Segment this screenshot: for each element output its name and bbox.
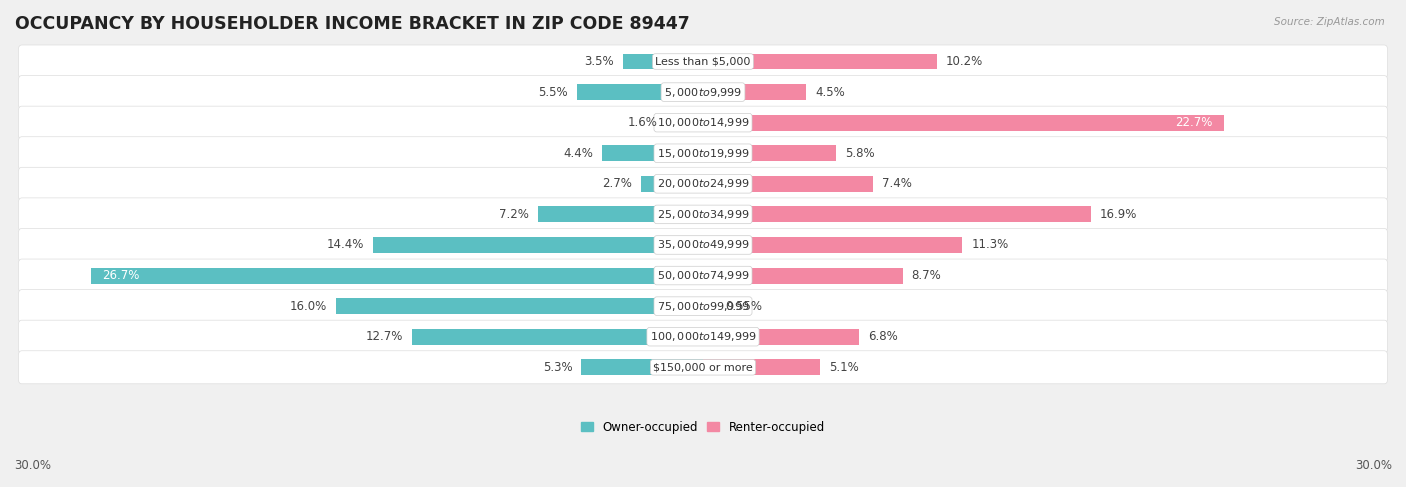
Text: 26.7%: 26.7% — [103, 269, 139, 282]
Bar — [576, 84, 703, 100]
FancyBboxPatch shape — [18, 137, 1388, 170]
Text: 30.0%: 30.0% — [1355, 459, 1392, 471]
FancyBboxPatch shape — [18, 290, 1388, 323]
Bar — [703, 267, 903, 283]
Text: 30.0%: 30.0% — [14, 459, 51, 471]
Text: 3.5%: 3.5% — [583, 55, 613, 68]
Text: 1.6%: 1.6% — [627, 116, 657, 129]
Legend: Owner-occupied, Renter-occupied: Owner-occupied, Renter-occupied — [576, 416, 830, 439]
Text: 4.5%: 4.5% — [815, 86, 845, 98]
FancyBboxPatch shape — [18, 106, 1388, 139]
Text: 8.7%: 8.7% — [911, 269, 942, 282]
Text: 16.0%: 16.0% — [290, 300, 326, 313]
FancyBboxPatch shape — [18, 168, 1388, 200]
Text: 5.5%: 5.5% — [538, 86, 568, 98]
Text: $25,000 to $34,999: $25,000 to $34,999 — [657, 208, 749, 221]
Text: 4.4%: 4.4% — [562, 147, 593, 160]
Text: 10.2%: 10.2% — [946, 55, 983, 68]
Bar — [703, 237, 962, 253]
FancyBboxPatch shape — [18, 320, 1388, 353]
Bar — [703, 359, 820, 375]
Text: 11.3%: 11.3% — [972, 239, 1008, 251]
Text: $15,000 to $19,999: $15,000 to $19,999 — [657, 147, 749, 160]
Text: 5.3%: 5.3% — [543, 361, 572, 374]
Bar — [703, 206, 1091, 223]
Bar — [373, 237, 703, 253]
Text: 12.7%: 12.7% — [366, 330, 402, 343]
Bar — [703, 298, 716, 314]
Text: $150,000 or more: $150,000 or more — [654, 362, 752, 372]
Bar — [703, 54, 936, 70]
Bar — [412, 329, 703, 345]
FancyBboxPatch shape — [18, 351, 1388, 384]
Text: 14.4%: 14.4% — [326, 239, 364, 251]
Text: $50,000 to $74,999: $50,000 to $74,999 — [657, 269, 749, 282]
Text: 0.55%: 0.55% — [724, 300, 762, 313]
Text: $10,000 to $14,999: $10,000 to $14,999 — [657, 116, 749, 129]
Text: 16.9%: 16.9% — [1099, 208, 1137, 221]
Text: $5,000 to $9,999: $5,000 to $9,999 — [664, 86, 742, 98]
Bar — [666, 115, 703, 131]
Bar — [90, 267, 703, 283]
Text: 2.7%: 2.7% — [602, 177, 631, 190]
Bar — [641, 176, 703, 192]
Text: 22.7%: 22.7% — [1175, 116, 1212, 129]
Bar — [703, 145, 837, 161]
Bar — [538, 206, 703, 223]
FancyBboxPatch shape — [18, 198, 1388, 231]
Bar — [602, 145, 703, 161]
Text: 7.2%: 7.2% — [499, 208, 529, 221]
Text: $100,000 to $149,999: $100,000 to $149,999 — [650, 330, 756, 343]
Text: Less than $5,000: Less than $5,000 — [655, 56, 751, 67]
FancyBboxPatch shape — [18, 45, 1388, 78]
FancyBboxPatch shape — [18, 259, 1388, 292]
Text: 7.4%: 7.4% — [882, 177, 911, 190]
Text: 5.8%: 5.8% — [845, 147, 875, 160]
Bar — [703, 329, 859, 345]
Bar — [703, 176, 873, 192]
Text: OCCUPANCY BY HOUSEHOLDER INCOME BRACKET IN ZIP CODE 89447: OCCUPANCY BY HOUSEHOLDER INCOME BRACKET … — [15, 15, 690, 33]
Text: $20,000 to $24,999: $20,000 to $24,999 — [657, 177, 749, 190]
FancyBboxPatch shape — [18, 75, 1388, 109]
Text: $35,000 to $49,999: $35,000 to $49,999 — [657, 239, 749, 251]
Bar — [582, 359, 703, 375]
Bar — [336, 298, 703, 314]
Text: $75,000 to $99,999: $75,000 to $99,999 — [657, 300, 749, 313]
Text: Source: ZipAtlas.com: Source: ZipAtlas.com — [1274, 17, 1385, 27]
Text: 6.8%: 6.8% — [868, 330, 898, 343]
Text: 5.1%: 5.1% — [830, 361, 859, 374]
Bar — [623, 54, 703, 70]
Bar — [703, 115, 1223, 131]
Bar — [703, 84, 806, 100]
FancyBboxPatch shape — [18, 228, 1388, 262]
